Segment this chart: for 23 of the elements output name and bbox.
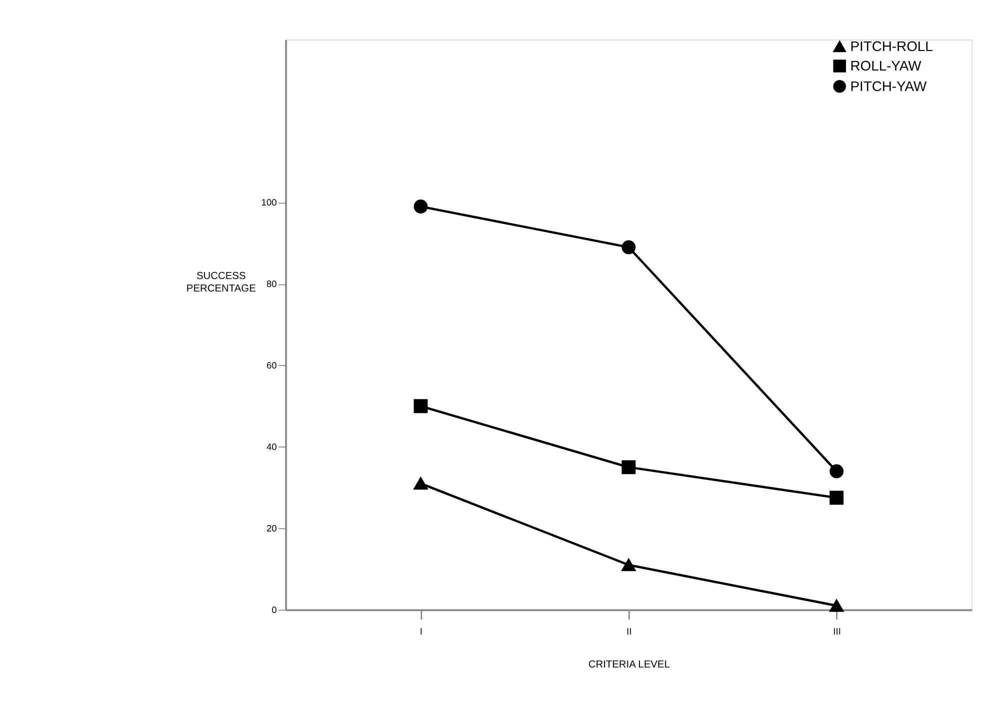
point [414, 200, 428, 214]
y-axis-title: SUCCESS PERCENTAGE [186, 271, 256, 294]
point [622, 460, 636, 474]
point [622, 240, 636, 254]
x-tick-label: II [626, 626, 632, 636]
y-tick-label: 40 [266, 442, 277, 452]
y-tick-label: 80 [266, 279, 277, 290]
point [414, 477, 428, 490]
y-tick-label: 0 [272, 605, 277, 616]
point [830, 464, 844, 478]
legend-label: ROLL-YAW [850, 58, 922, 74]
point [830, 490, 844, 505]
legend-label: PITCH-ROLL [850, 38, 934, 54]
point [830, 600, 844, 612]
y-tick-label: 100 [261, 198, 277, 208]
legend-label: PITCH-YAW [850, 78, 928, 94]
y-tick-label: 20 [266, 524, 277, 534]
x-tick-label: III [833, 626, 841, 636]
x-tick-label: I [420, 626, 422, 636]
y-tick-label: 60 [266, 360, 277, 371]
point [414, 399, 428, 414]
x-axis-title: CRITERIA LEVEL [588, 660, 670, 671]
point [622, 558, 636, 572]
